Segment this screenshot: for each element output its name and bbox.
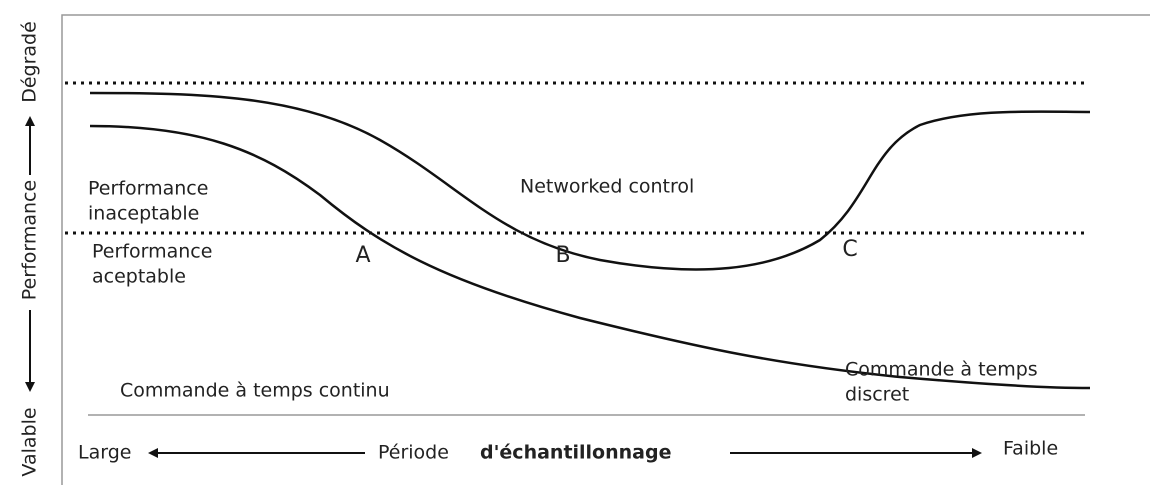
region-label: inaceptable <box>88 203 199 225</box>
frame <box>61 14 1150 485</box>
x-left: Large <box>78 442 131 464</box>
point-label: C <box>842 237 857 262</box>
x-label-bold: d'échantillonnage <box>480 442 671 464</box>
region-label: Performance <box>92 241 212 263</box>
curve-label: Commande à temps <box>845 359 1038 381</box>
curve-label: Networked control <box>520 176 694 198</box>
axis-bottom: Valable <box>19 407 41 476</box>
point-label: B <box>555 243 570 268</box>
point-label: A <box>355 243 370 268</box>
networked-curve <box>89 91 1091 271</box>
x-right: Faible <box>1003 438 1058 460</box>
continuous-discrete-curve <box>89 124 1091 390</box>
curve-label: Commande à temps continu <box>120 380 390 402</box>
region-label: aceptable <box>92 266 186 288</box>
x-label: Période <box>378 442 449 464</box>
axis-top: Dégradé <box>19 21 41 103</box>
axis-middle: Performance <box>19 180 41 300</box>
region-label: Performance <box>88 178 208 200</box>
curve-label: discret <box>845 384 909 406</box>
